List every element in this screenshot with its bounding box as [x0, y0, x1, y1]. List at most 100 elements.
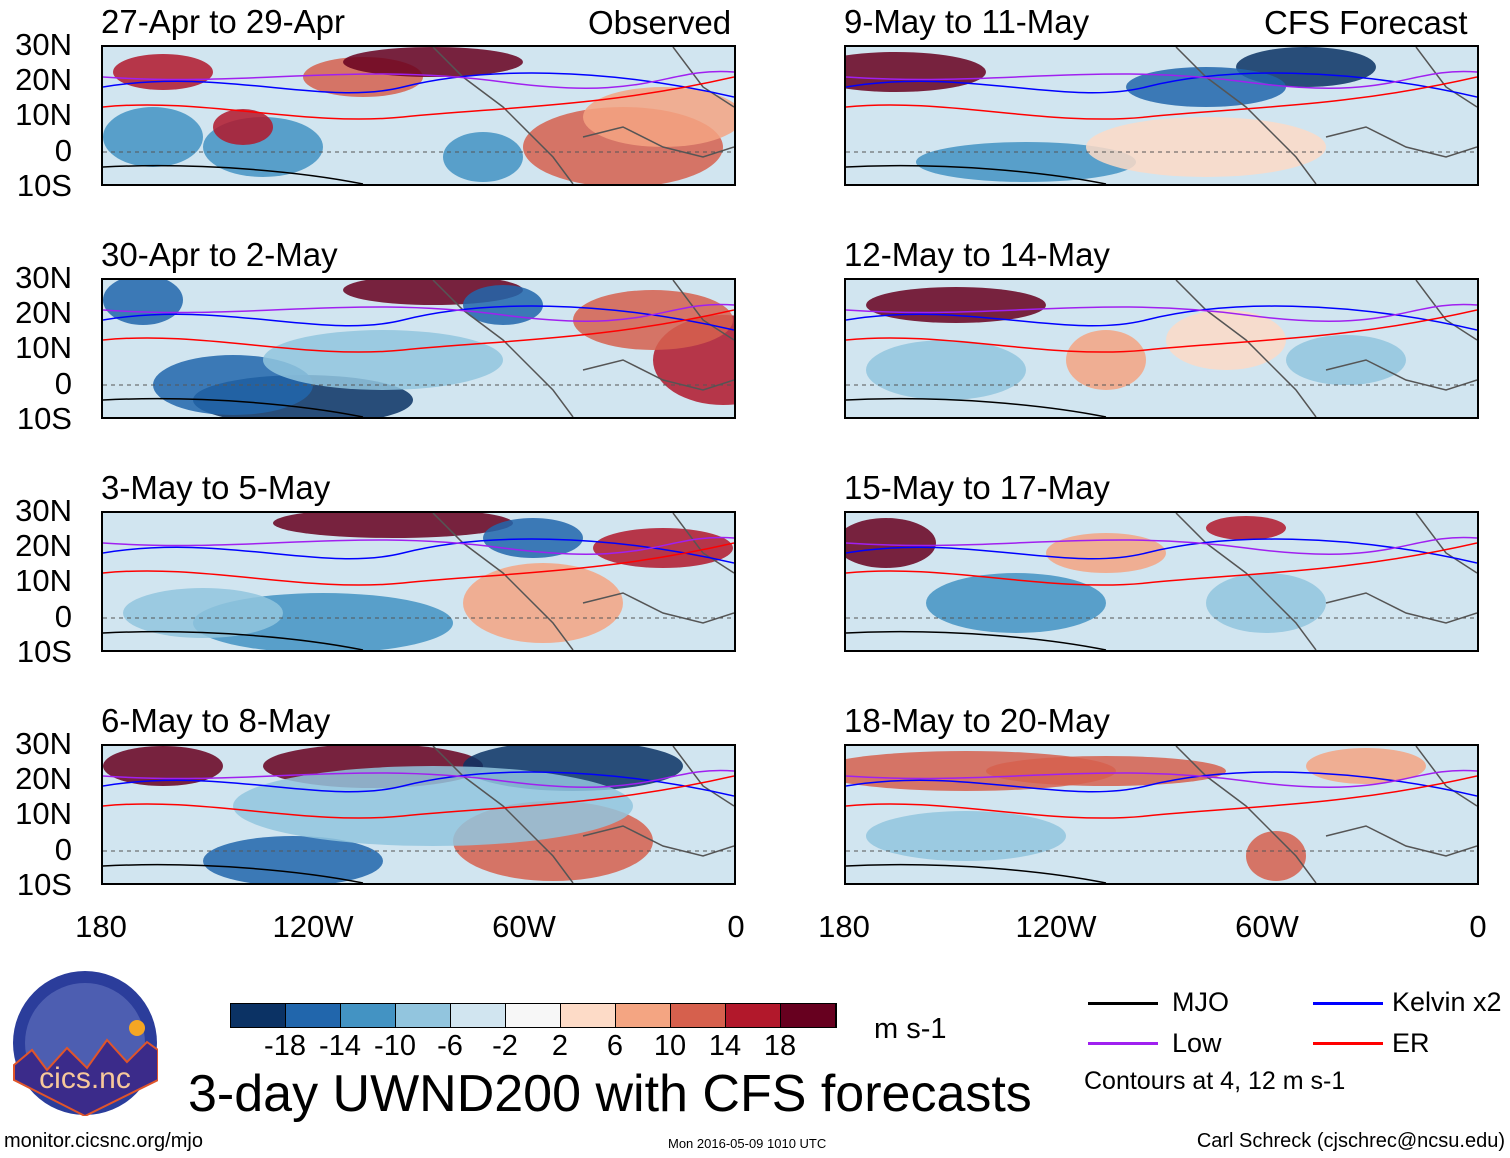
footer-url[interactable]: monitor.cicsnc.org/mjo — [4, 1130, 203, 1152]
y-tick-20n: 20N — [15, 528, 72, 564]
kelvin-contour — [103, 72, 734, 98]
wind-anomaly-region — [463, 285, 543, 325]
wind-anomaly-region — [113, 54, 213, 90]
er-contour — [103, 309, 734, 353]
wind-anomaly-region — [866, 811, 1066, 861]
y-tick-10s: 10S — [16, 400, 72, 436]
figure-title: 3-day UWND200 with CFS forecasts — [188, 1065, 1032, 1123]
coastline — [432, 746, 734, 883]
legend-line-mjo — [1088, 1002, 1158, 1005]
low-contour — [846, 70, 1477, 89]
map-panel — [101, 744, 736, 885]
y-tick-20n: 20N — [15, 295, 72, 331]
colorbar-swatch — [726, 1004, 781, 1027]
wind-anomaly-region — [1286, 335, 1406, 385]
y-tick-10n: 10N — [15, 563, 72, 599]
wind-anomaly-region — [1066, 330, 1146, 390]
footer-author: Carl Schreck (cjschrec@ncsu.edu) — [1196, 1130, 1505, 1152]
y-tick-0: 0 — [54, 365, 72, 401]
panel-title: 15-May to 17-May — [844, 469, 1110, 506]
y-tick-30n: 30N — [15, 726, 72, 761]
y-tick-10n: 10N — [15, 330, 72, 366]
wind-anomaly-region — [103, 746, 223, 786]
y-tick-10s: 10S — [16, 167, 72, 203]
colorbar-label: 10 — [653, 1030, 687, 1062]
wind-anomaly-region — [443, 132, 523, 182]
colorbar-label: 18 — [763, 1030, 797, 1062]
map-panel — [101, 278, 736, 419]
y-tick-20n: 20N — [15, 761, 72, 797]
colorbar-label: -6 — [437, 1030, 463, 1062]
wind-anomaly-region — [1046, 533, 1166, 573]
colorbar-label: -10 — [374, 1030, 416, 1062]
kelvin-contour — [846, 538, 1477, 564]
y-tick-30n: 30N — [15, 260, 72, 295]
er-contour — [846, 775, 1477, 819]
map-panel — [844, 511, 1479, 652]
wind-anomaly-region — [263, 330, 503, 390]
colorbar-units: m s-1 — [874, 1013, 947, 1045]
kelvin-contour — [846, 305, 1477, 331]
low-contour — [846, 769, 1477, 788]
svg-text:cics.nc: cics.nc — [39, 1062, 131, 1095]
y-tick-10s: 10S — [16, 866, 72, 902]
wind-anomaly-region — [213, 109, 273, 145]
panel-title: 3-May to 5-May — [101, 469, 331, 506]
low-contour — [103, 70, 734, 89]
mjo-contour — [846, 164, 1107, 184]
wind-anomaly-region — [846, 518, 936, 568]
low-contour — [846, 536, 1477, 555]
wind-anomaly-region — [583, 87, 734, 147]
colorbar-label: -18 — [264, 1030, 306, 1062]
legend-kelvin: Kelvin x2 — [1392, 987, 1502, 1017]
x-tick-120w: 120W — [1015, 909, 1097, 944]
forecast-label: CFS Forecast — [1264, 4, 1468, 41]
colorbar — [230, 1003, 837, 1028]
mjo-contour — [846, 397, 1107, 417]
observed-label: Observed — [588, 4, 732, 41]
x-tick-180: 180 — [75, 909, 127, 944]
map-panel — [844, 744, 1479, 885]
wind-anomaly-region — [463, 563, 623, 643]
coastline — [1175, 47, 1477, 184]
colorbar-swatch — [671, 1004, 726, 1027]
legend-line-er — [1313, 1042, 1383, 1045]
y-tick-30n: 30N — [15, 27, 72, 62]
low-contour — [846, 303, 1477, 322]
x-tick-0: 0 — [1469, 909, 1487, 944]
panel-title: 9-May to 11-May — [844, 3, 1090, 40]
map-panel — [844, 45, 1479, 186]
wind-anomaly-region — [866, 340, 1026, 400]
wind-anomaly-region — [926, 573, 1106, 633]
x-tick-60w: 60W — [1235, 909, 1299, 944]
wind-anomaly-region — [1166, 310, 1286, 370]
colorbar-swatch — [781, 1004, 836, 1027]
wind-anomaly-region — [203, 836, 383, 883]
colorbar-swatch — [561, 1004, 616, 1027]
mjo-contour — [103, 164, 364, 184]
coastline — [1175, 746, 1477, 883]
colorbar-swatch — [341, 1004, 396, 1027]
coastline — [432, 280, 734, 417]
colorbar-swatch — [451, 1004, 506, 1027]
mjo-contour — [846, 863, 1107, 883]
mjo-contour — [103, 630, 364, 650]
x-tick-180: 180 — [818, 909, 870, 944]
kelvin-contour — [846, 72, 1477, 98]
low-contour — [103, 536, 734, 555]
wind-anomaly-region — [343, 47, 523, 77]
er-contour — [846, 542, 1477, 586]
low-contour — [103, 303, 734, 322]
wind-anomaly-region — [103, 107, 203, 167]
map-panel — [844, 278, 1479, 419]
wind-anomaly-region — [593, 528, 733, 568]
wind-anomaly-region — [1126, 67, 1286, 107]
coastline — [1175, 280, 1477, 417]
coastline — [1175, 513, 1477, 650]
colorbar-swatch — [396, 1004, 451, 1027]
wind-anomaly-region — [866, 287, 1046, 323]
wind-anomaly-region — [1206, 516, 1286, 540]
x-tick-0: 0 — [727, 909, 745, 944]
y-tick-0: 0 — [54, 598, 72, 634]
